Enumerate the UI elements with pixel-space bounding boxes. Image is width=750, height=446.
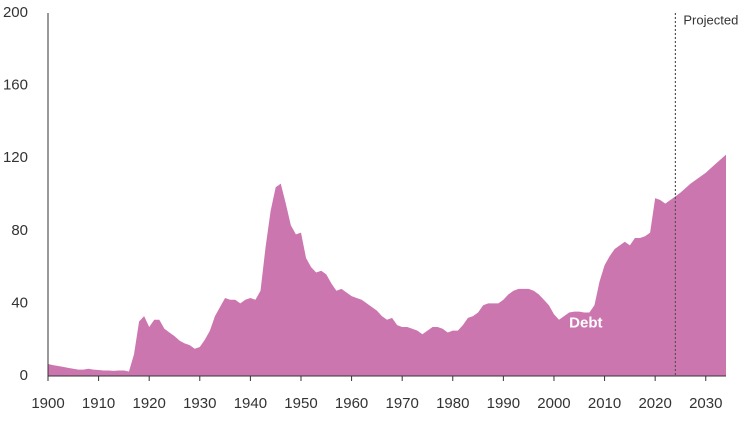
y-tick-label: 120 [3,149,28,166]
area [48,154,726,376]
x-tick-label: 2010 [588,395,621,412]
x-tick-label: 2000 [537,395,570,412]
y-tick-label: 200 [3,4,28,21]
x-tick-label: 1980 [436,395,469,412]
x-tick-label: 1960 [335,395,368,412]
x-tick-label: 1920 [133,395,166,412]
x-tick-label: 2030 [689,395,722,412]
y-tick-label: 40 [11,294,28,311]
annotation: Projected [683,12,738,27]
x-tick-label: 1900 [31,395,64,412]
y-tick-label: 0 [20,367,28,384]
series-label: Debt [569,314,602,331]
y-tick-label: 160 [3,77,28,94]
x-tick-label: 2020 [638,395,671,412]
x-tick-label: 1910 [82,395,115,412]
x-tick-label: 1930 [183,395,216,412]
x-tick-label: 1940 [234,395,267,412]
y-tick-label: 80 [11,222,28,239]
x-tick-label: 1970 [385,395,418,412]
x-tick-label: 1950 [284,395,317,412]
x-tick-label: 1990 [487,395,520,412]
